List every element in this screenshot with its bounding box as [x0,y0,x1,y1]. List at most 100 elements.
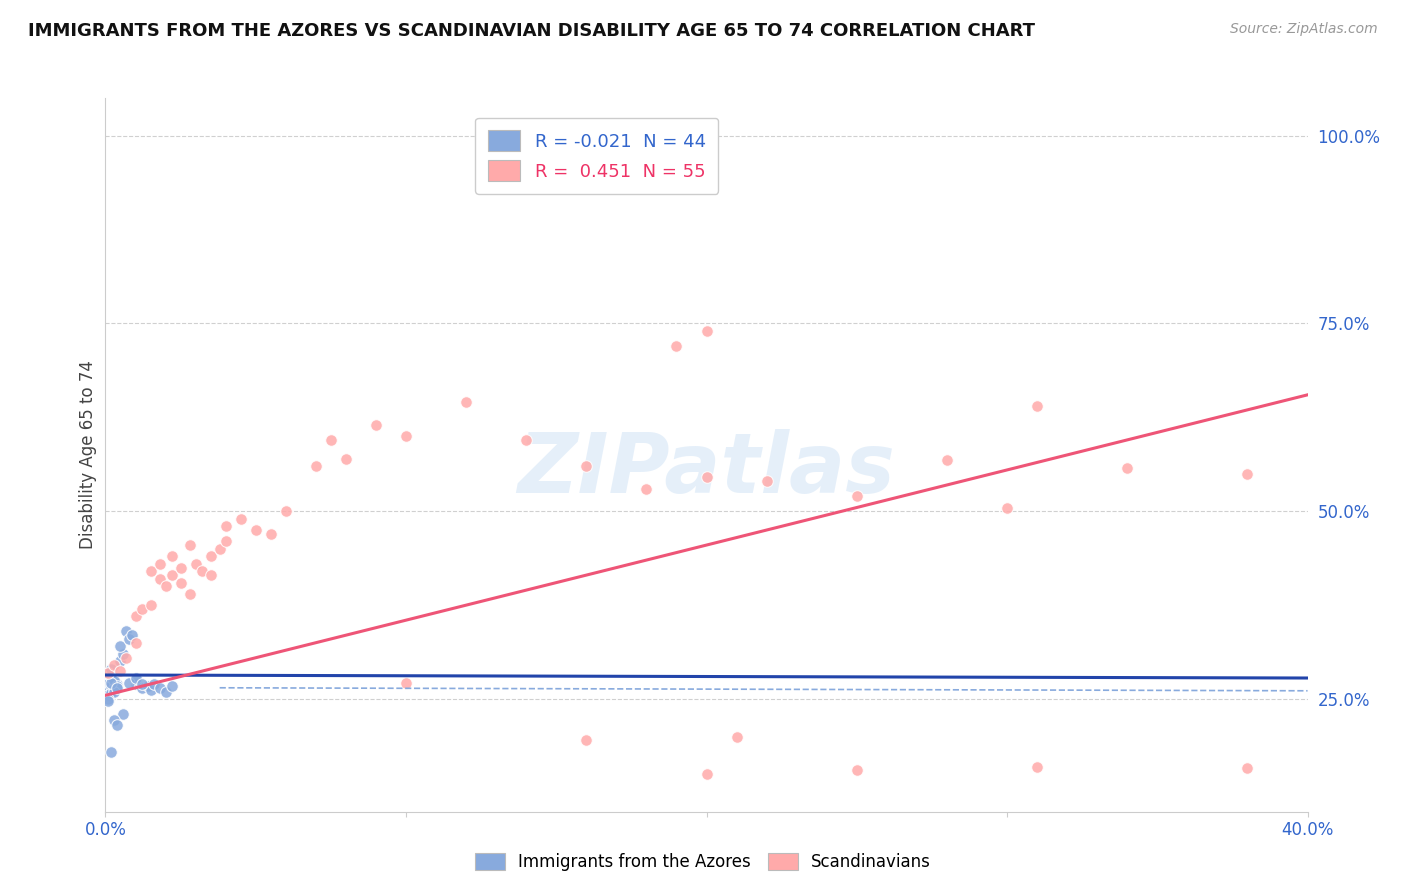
Point [515,433,537,447]
Point [107,677,129,691]
Point [110,640,132,654]
Point [200,568,222,582]
Point [179,587,201,601]
Point [107,681,129,695]
Point [121,628,143,642]
Point [103,681,125,695]
Point [169,575,191,590]
Point [636,482,658,496]
Point [1116,460,1139,475]
Point [190,565,212,579]
Point [155,684,177,698]
Point [107,679,129,693]
Point [131,681,153,695]
Point [936,453,959,467]
Point [245,523,267,537]
Point [160,549,183,564]
Point [136,679,159,693]
Point [665,339,688,353]
Point [845,764,868,778]
Point [124,609,146,624]
Point [454,395,477,409]
Point [214,519,236,533]
Point [575,459,598,474]
Point [103,684,125,698]
Point [395,675,418,690]
Text: IMMIGRANTS FROM THE AZORES VS SCANDINAVIAN DISABILITY AGE 65 TO 74 CORRELATION C: IMMIGRANTS FROM THE AZORES VS SCANDINAVI… [28,22,1035,40]
Point [100,669,122,683]
Point [148,681,170,695]
Point [97,688,120,702]
Point [110,664,132,678]
Point [103,658,125,673]
Point [169,560,191,574]
Point [319,433,342,447]
Point [575,733,598,747]
Point [208,541,231,556]
Point [995,500,1018,515]
Point [1026,399,1049,413]
Point [97,665,120,680]
Point [395,429,418,443]
Point [229,512,252,526]
Point [97,669,120,683]
Point [100,686,122,700]
Text: Source: ZipAtlas.com: Source: ZipAtlas.com [1230,22,1378,37]
Point [100,673,122,688]
Point [131,602,153,616]
Point [200,549,222,564]
Point [103,673,125,688]
Point [725,730,748,744]
Point [100,679,122,693]
Point [139,683,162,698]
Point [103,675,125,690]
Point [97,692,120,706]
Point [142,677,165,691]
Point [112,707,135,722]
Point [305,459,328,474]
Point [1026,759,1049,773]
Point [97,693,120,707]
Point [139,565,162,579]
Point [112,647,135,661]
Point [124,671,146,685]
Point [115,650,138,665]
Point [364,417,387,432]
Y-axis label: Disability Age 65 to 74: Disability Age 65 to 74 [79,360,97,549]
Point [107,718,129,732]
Point [100,662,122,676]
Point [148,557,170,571]
Point [755,474,778,488]
Point [103,713,125,727]
Point [124,673,146,688]
Point [1236,467,1258,481]
Point [100,675,122,690]
Point [179,538,201,552]
Point [118,632,141,646]
Point [110,655,132,669]
Point [115,624,138,639]
Point [696,767,718,781]
Point [260,526,283,541]
Point [131,677,153,691]
Point [155,579,177,593]
Point [118,675,141,690]
Point [100,745,122,759]
Point [97,665,120,680]
Point [100,681,122,695]
Point [335,451,357,466]
Point [160,679,183,693]
Point [160,568,183,582]
Point [97,684,120,698]
Point [139,598,162,612]
Point [1236,761,1258,775]
Legend: R = -0.021  N = 44, R =  0.451  N = 55: R = -0.021 N = 44, R = 0.451 N = 55 [475,118,718,194]
Point [103,683,125,698]
Point [124,677,146,691]
Point [184,557,207,571]
Point [148,572,170,586]
Legend: Immigrants from the Azores, Scandinavians: Immigrants from the Azores, Scandinavian… [467,845,939,880]
Point [845,489,868,503]
Point [214,534,236,549]
Text: ZIPatlas: ZIPatlas [517,429,896,509]
